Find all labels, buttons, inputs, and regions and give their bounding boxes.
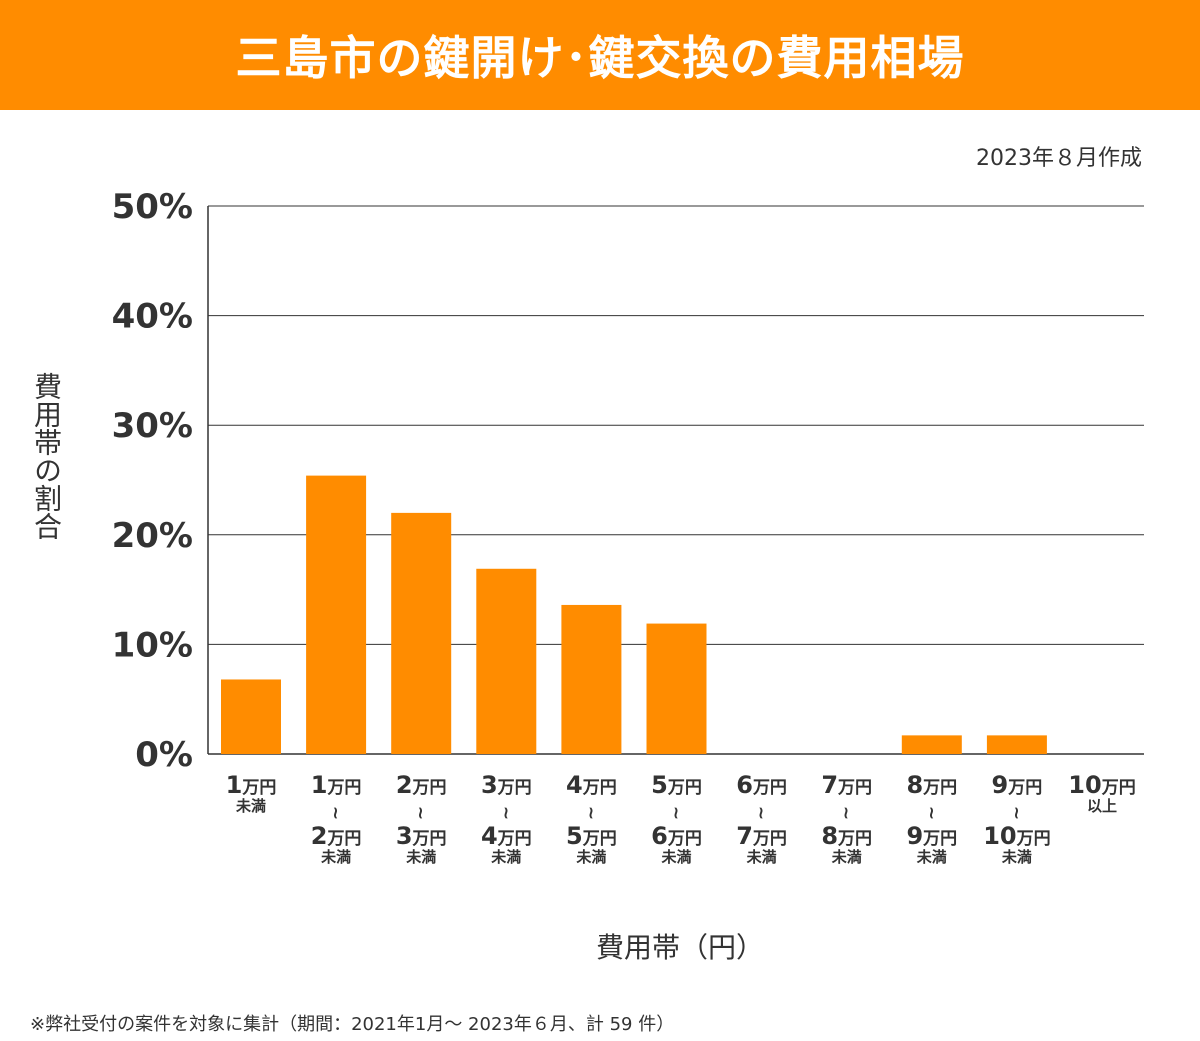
x-axis-label: 費用帯（円） <box>595 931 764 964</box>
x-tick-label: 2万円 <box>396 771 447 799</box>
x-tick-label: 9万円 <box>992 771 1043 799</box>
x-tick-label: 2万円 <box>311 822 362 850</box>
x-tick-label: 4万円 <box>481 822 532 850</box>
x-tick-label: 6万円 <box>651 822 702 850</box>
bar <box>646 623 707 754</box>
x-tick-label: 1万円 <box>311 771 362 799</box>
x-tick-label: 3万円 <box>481 771 532 799</box>
x-tick-label: 未満 <box>660 848 691 866</box>
x-tick-label: ~ <box>666 806 686 820</box>
x-tick-label: ~ <box>751 806 771 820</box>
x-tick-label: 未満 <box>235 797 266 815</box>
created-date: 2023年８月作成 <box>976 146 1142 171</box>
y-tick-label: 40% <box>112 297 193 337</box>
x-tick-label: 未満 <box>405 848 436 866</box>
bar <box>561 604 622 754</box>
x-tick-label: 未満 <box>490 848 521 866</box>
y-tick-label: 20% <box>112 516 193 556</box>
y-axis-label: 費用帯の割合 <box>30 372 63 540</box>
x-tick-label: ~ <box>580 806 600 820</box>
x-tick-label: ~ <box>836 806 856 820</box>
x-tick-label: 未満 <box>916 848 947 866</box>
bar <box>306 475 367 754</box>
x-tick-label: 8万円 <box>906 771 957 799</box>
bar <box>901 735 962 754</box>
page-title: 三島市の鍵開け･鍵交換の費用相場 <box>235 31 965 85</box>
x-tick-label: ~ <box>1006 806 1026 820</box>
y-tick-label: 50% <box>112 187 193 227</box>
x-tick-label: 4万円 <box>566 771 617 799</box>
bar <box>221 679 281 754</box>
x-tick-label: 10万円 <box>1068 771 1135 799</box>
x-tick-label: 8万円 <box>821 822 872 850</box>
x-tick-label: ~ <box>495 806 515 820</box>
y-tick-label: 0% <box>135 735 193 775</box>
y-tick-label: 30% <box>112 406 193 446</box>
x-tick-label: 未満 <box>831 848 862 866</box>
title-bar: 三島市の鍵開け･鍵交換の費用相場 <box>0 0 1200 110</box>
x-tick-label: 5万円 <box>566 822 617 850</box>
x-tick-label: ~ <box>325 806 345 820</box>
x-tick-label: 10万円 <box>983 822 1050 850</box>
x-tick-label: 5万円 <box>651 771 702 799</box>
x-tick-label: 未満 <box>320 848 351 866</box>
x-tick-label: 3万円 <box>396 822 447 850</box>
x-tick-label: 以上 <box>1087 797 1117 815</box>
x-tick-label: 未満 <box>1001 848 1032 866</box>
bar <box>391 512 452 754</box>
bar <box>476 568 537 754</box>
x-tick-label: 未満 <box>746 848 777 866</box>
footnote: ※弊社受付の案件を対象に集計（期間：2021年1月～ 2023年６月、計 59 … <box>30 1014 675 1035</box>
x-tick-label: 未満 <box>575 848 606 866</box>
x-tick-label: ~ <box>410 806 430 820</box>
x-tick-label: 7万円 <box>736 822 787 850</box>
y-tick-label: 10% <box>112 625 193 665</box>
bar <box>986 735 1047 754</box>
x-tick-label: 6万円 <box>736 771 787 799</box>
x-tick-label: 1万円 <box>226 771 277 799</box>
x-tick-label: 7万円 <box>821 771 872 799</box>
x-tick-label: 9万円 <box>906 822 957 850</box>
x-tick-label: ~ <box>921 806 941 820</box>
